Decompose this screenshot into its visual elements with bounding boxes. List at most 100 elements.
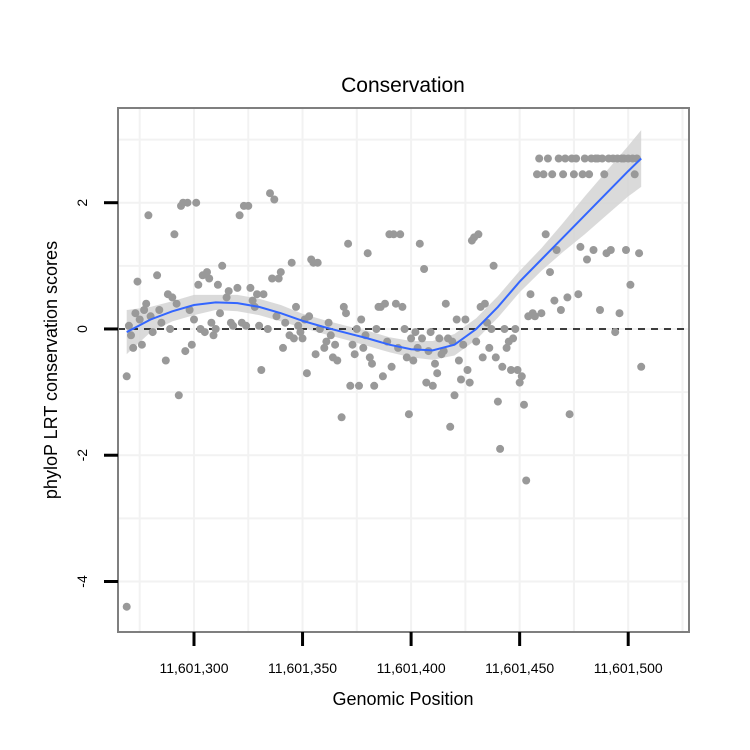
data-point (526, 290, 535, 299)
data-point (563, 293, 572, 302)
data-point (426, 328, 435, 337)
data-point (585, 170, 594, 179)
data-point (454, 356, 463, 365)
data-point (600, 170, 609, 179)
data-point (596, 306, 604, 314)
data-point (344, 239, 353, 248)
data-point (235, 211, 244, 220)
data-point (224, 287, 233, 296)
x-tick-label: 11,601,400 (377, 660, 446, 676)
data-point (459, 340, 468, 349)
data-point (389, 230, 398, 239)
data-point (255, 321, 264, 330)
data-point (522, 476, 531, 485)
data-point (153, 271, 162, 280)
y-tick-label: 2 (74, 199, 90, 207)
data-point (131, 309, 140, 318)
panel-border (117, 107, 690, 633)
data-point (502, 343, 511, 352)
data-point (515, 378, 524, 387)
data-point (391, 299, 400, 308)
data-point (420, 265, 429, 273)
data-point (142, 299, 151, 308)
data-point (185, 306, 194, 314)
data-point (181, 347, 190, 356)
data-point (446, 422, 455, 431)
data-point (461, 315, 470, 324)
data-point (398, 302, 407, 311)
data-point (322, 337, 331, 346)
data-point (543, 154, 552, 163)
data-point (259, 290, 268, 299)
data-point (211, 325, 220, 333)
data-point (535, 154, 544, 163)
data-point (422, 378, 431, 387)
data-point (431, 359, 439, 368)
data-point (333, 356, 342, 365)
data-point (487, 325, 496, 333)
data-point (513, 366, 522, 374)
data-point (294, 321, 303, 330)
data-point (583, 255, 591, 264)
data-point (339, 302, 348, 311)
data-point (428, 381, 437, 390)
data-point (352, 325, 361, 333)
data-point (520, 400, 528, 409)
y-tick-label: -4 (74, 575, 90, 588)
data-point (194, 280, 203, 289)
data-point (496, 444, 505, 453)
data-point (266, 189, 274, 198)
data-point (268, 274, 277, 283)
data-point (172, 299, 181, 308)
data-point (626, 280, 635, 289)
x-tick-label: 11,601,350 (268, 660, 337, 676)
data-point (124, 321, 133, 330)
data-point (511, 325, 520, 333)
data-point (450, 391, 459, 400)
smooth-line-layer (126, 157, 642, 352)
chart-title: Conservation (341, 74, 465, 97)
data-point (415, 239, 424, 248)
data-point (387, 362, 396, 371)
smooth-fit-line (126, 157, 642, 352)
data-point (213, 280, 222, 289)
data-point (576, 242, 585, 251)
data-point (187, 340, 196, 349)
data-point (122, 602, 131, 611)
data-point (144, 211, 153, 220)
y-axis-title: phyloP LRT conservation scores (41, 241, 61, 499)
data-point (155, 306, 164, 314)
data-point (263, 325, 272, 333)
data-point (474, 230, 483, 239)
x-axis-title: Genomic Position (332, 689, 473, 709)
data-point (622, 246, 630, 254)
data-point (396, 230, 405, 239)
x-tick-label: 11,601,300 (159, 660, 228, 676)
data-point (135, 315, 144, 324)
data-point (533, 170, 541, 179)
data-point (409, 356, 418, 365)
data-point (218, 261, 227, 270)
data-point (509, 334, 518, 343)
data-point (342, 309, 350, 318)
data-point (287, 258, 296, 267)
axis-ticks: 11,601,300 11,601,350 11,601,400 11,601,450… (74, 199, 663, 676)
data-point (630, 170, 639, 179)
data-point (400, 325, 409, 333)
data-point (222, 293, 231, 302)
data-point (441, 299, 450, 308)
data-point (554, 154, 563, 163)
data-point (435, 334, 444, 343)
data-point (348, 340, 357, 349)
data-point (368, 359, 376, 368)
data-point (493, 397, 502, 406)
data-point (480, 299, 489, 308)
data-point (242, 321, 251, 330)
data-point (248, 296, 257, 305)
data-point (170, 230, 179, 239)
data-point (561, 154, 570, 163)
data-points (122, 154, 646, 611)
data-point (161, 356, 170, 365)
x-tick-label: 11,601,500 (594, 660, 663, 676)
